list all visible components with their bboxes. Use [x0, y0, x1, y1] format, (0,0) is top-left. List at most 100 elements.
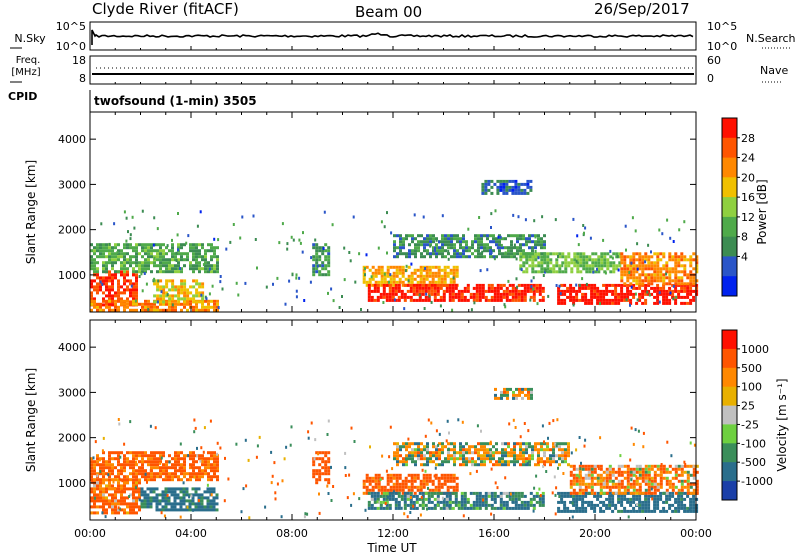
data-cell [532, 276, 535, 280]
data-cell [669, 236, 672, 240]
data-cell [662, 264, 666, 268]
data-cell [132, 249, 135, 253]
data-cell [431, 479, 435, 483]
data-cell [608, 298, 612, 302]
data-cell [626, 267, 630, 271]
data-cell [376, 494, 380, 498]
data-cell [315, 267, 319, 271]
data-cell [573, 261, 577, 265]
data-cell [626, 270, 630, 274]
data-cell [453, 460, 456, 464]
data-cell [195, 291, 199, 295]
data-cell [155, 499, 159, 503]
data-cell [579, 252, 583, 256]
data-cell [423, 240, 426, 244]
data-cell [295, 273, 298, 277]
data-cell [159, 461, 162, 465]
data-cell [405, 463, 408, 467]
data-cell [420, 442, 423, 446]
data-cell [417, 448, 420, 452]
data-cell [165, 294, 169, 298]
data-cell [635, 509, 639, 513]
data-cell [584, 464, 588, 468]
data-cell [656, 273, 660, 277]
data-cell [413, 476, 417, 480]
data-cell [561, 454, 564, 458]
data-cell [456, 252, 459, 256]
data-cell [636, 298, 639, 302]
data-cell [647, 283, 651, 287]
data-cell [647, 497, 651, 501]
data-cell [535, 474, 538, 478]
data-cell [207, 463, 210, 467]
data-cell [585, 258, 589, 262]
data-cell [216, 460, 219, 464]
data-cell [499, 235, 502, 239]
data-cell [393, 454, 396, 458]
data-cell [564, 442, 567, 446]
data-cell [437, 274, 441, 278]
data-cell [144, 299, 147, 303]
data-cell [517, 298, 521, 302]
data-cell [431, 488, 435, 492]
data-cell [409, 506, 413, 510]
data-cell [407, 279, 410, 283]
data-cell [170, 490, 174, 494]
data-cell [644, 479, 648, 483]
data-cell [437, 280, 441, 284]
data-cell [398, 485, 402, 489]
data-cell [431, 274, 435, 278]
xtick-label: 20:00 [579, 527, 611, 540]
data-cell [450, 246, 453, 250]
data-cell [144, 264, 147, 268]
data-cell [105, 288, 108, 292]
data-cell [558, 448, 561, 452]
data-cell [212, 490, 216, 494]
data-cell [665, 491, 669, 495]
data-cell [384, 502, 387, 505]
data-cell [408, 252, 411, 256]
data-cell [213, 267, 216, 271]
data-cell [321, 273, 325, 277]
data-cell [505, 179, 509, 183]
data-cell [216, 267, 219, 271]
data-cell [674, 464, 678, 468]
colorbar-segment [722, 197, 737, 218]
data-cell [146, 505, 150, 509]
data-cell [193, 418, 196, 422]
data-cell [410, 474, 413, 478]
data-cell [638, 467, 642, 471]
data-cell [198, 308, 201, 312]
data-cell [668, 503, 672, 507]
data-cell [620, 292, 624, 296]
data-cell [129, 279, 132, 283]
data-cell [244, 281, 247, 285]
data-cell [659, 479, 663, 483]
data-cell [379, 503, 383, 507]
data-cell [540, 264, 544, 268]
data-cell [381, 454, 384, 458]
data-cell [513, 255, 516, 259]
data-cell [477, 252, 480, 256]
data-cell [177, 454, 180, 458]
data-cell [596, 267, 598, 271]
data-cell [459, 240, 462, 244]
data-cell [365, 491, 369, 495]
data-cell [102, 472, 105, 476]
data-cell [641, 295, 645, 299]
data-cell [350, 426, 353, 430]
data-cell [527, 396, 530, 400]
data-cell [389, 473, 393, 477]
data-cell [498, 460, 501, 464]
data-cell [511, 188, 515, 192]
data-cell [129, 246, 132, 250]
data-cell [474, 237, 477, 241]
data-cell [644, 491, 648, 495]
data-cell [593, 482, 597, 486]
data-cell [371, 476, 375, 480]
data-cell [680, 473, 684, 477]
data-cell [376, 491, 380, 495]
data-cell [373, 298, 377, 302]
data-cell [620, 464, 624, 468]
data-cell [185, 490, 189, 494]
